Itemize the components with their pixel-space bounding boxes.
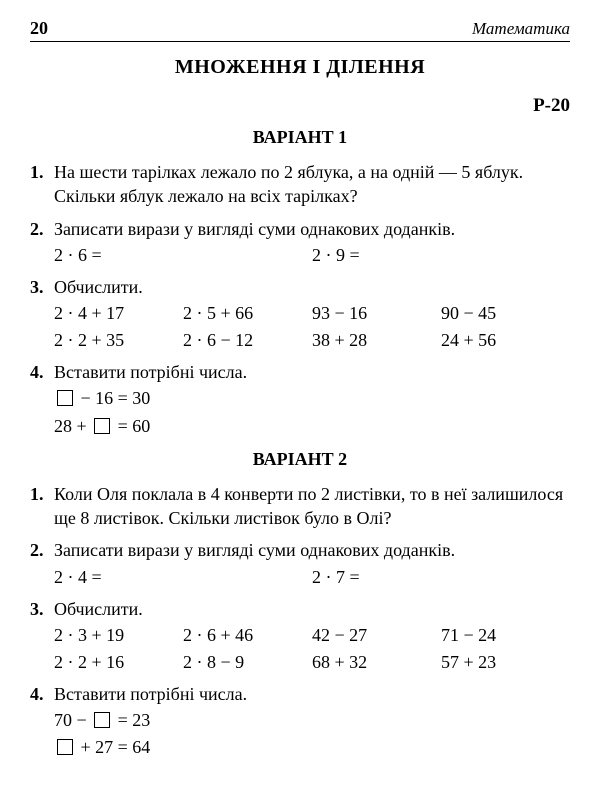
v1-problem-2: 2. Записати вирази у вигляді суми однако…: [30, 217, 570, 268]
problem-number: 1.: [30, 482, 54, 531]
problem-number: 4.: [30, 360, 54, 439]
fill-blank-line: 28 + = 60: [54, 414, 570, 439]
variant-2-title: ВАРІАНТ 2: [30, 449, 570, 470]
problem-body: Вставити потрібні числа. 70 − = 23 + 27 …: [54, 682, 570, 761]
problem-text: На шести тарілках лежало по 2 яблука, а …: [54, 160, 570, 209]
v1-problem-4: 4. Вставити потрібні числа. − 16 = 30 28…: [30, 360, 570, 439]
expression-row: 2 · 2 + 35 2 · 6 − 12 38 + 28 24 + 56: [54, 328, 570, 352]
blank-box-icon: [57, 739, 73, 755]
chapter-title: МНОЖЕННЯ І ДІЛЕННЯ: [30, 56, 570, 79]
problem-number: 4.: [30, 682, 54, 761]
expression: 90 − 45: [441, 301, 570, 325]
expression-part: 70 −: [54, 710, 91, 730]
problem-text: Обчислити.: [54, 597, 570, 621]
expression: 57 + 23: [441, 650, 570, 674]
expression: 42 − 27: [312, 623, 441, 647]
problem-number: 3.: [30, 275, 54, 352]
problem-body: Записати вирази у вигляді суми однакових…: [54, 217, 570, 268]
page-number: 20: [30, 18, 48, 39]
expression-row: 2 · 6 = 2 · 9 =: [54, 243, 570, 267]
expression-part: + 27 = 64: [76, 737, 150, 757]
v2-problem-2: 2. Записати вирази у вигляді суми однако…: [30, 538, 570, 589]
v2-problem-4: 4. Вставити потрібні числа. 70 − = 23 + …: [30, 682, 570, 761]
expression-row: 2 · 2 + 16 2 · 8 − 9 68 + 32 57 + 23: [54, 650, 570, 674]
expression: 93 − 16: [312, 301, 441, 325]
blank-box-icon: [94, 712, 110, 728]
expression-row: 2 · 3 + 19 2 · 6 + 46 42 − 27 71 − 24: [54, 623, 570, 647]
expression: 2 · 4 + 17: [54, 301, 183, 325]
fill-blank-line: + 27 = 64: [54, 735, 570, 760]
expression: 2 · 8 − 9: [183, 650, 312, 674]
expression-row: 2 · 4 + 17 2 · 5 + 66 93 − 16 90 − 45: [54, 301, 570, 325]
expression-part: − 16 = 30: [76, 388, 150, 408]
problem-body: Обчислити. 2 · 4 + 17 2 · 5 + 66 93 − 16…: [54, 275, 570, 352]
worksheet-code: Р-20: [30, 95, 570, 117]
problem-text: Коли Оля поклала в 4 конверти по 2 листі…: [54, 482, 570, 531]
expression: 2 · 7 =: [312, 565, 570, 589]
subject-label: Математика: [472, 19, 570, 39]
problem-text: Обчислити.: [54, 275, 570, 299]
blank-box-icon: [94, 418, 110, 434]
expression: 2 · 6 =: [54, 243, 312, 267]
blank-box-icon: [57, 390, 73, 406]
expression: 24 + 56: [441, 328, 570, 352]
problem-body: Обчислити. 2 · 3 + 19 2 · 6 + 46 42 − 27…: [54, 597, 570, 674]
expression: 68 + 32: [312, 650, 441, 674]
expression: 2 · 6 + 46: [183, 623, 312, 647]
problem-body: Записати вирази у вигляді суми однакових…: [54, 538, 570, 589]
variant-1-title: ВАРІАНТ 1: [30, 127, 570, 148]
expression-part: 28 +: [54, 416, 91, 436]
expression: 38 + 28: [312, 328, 441, 352]
expression: 2 · 2 + 16: [54, 650, 183, 674]
expression: 2 · 6 − 12: [183, 328, 312, 352]
fill-blank-line: − 16 = 30: [54, 386, 570, 411]
v1-problem-3: 3. Обчислити. 2 · 4 + 17 2 · 5 + 66 93 −…: [30, 275, 570, 352]
expression: 2 · 5 + 66: [183, 301, 312, 325]
page: 20 Математика МНОЖЕННЯ І ДІЛЕННЯ Р-20 ВА…: [0, 0, 600, 789]
expression: 2 · 3 + 19: [54, 623, 183, 647]
expression-part: = 23: [113, 710, 150, 730]
problem-number: 1.: [30, 160, 54, 209]
v2-problem-3: 3. Обчислити. 2 · 3 + 19 2 · 6 + 46 42 −…: [30, 597, 570, 674]
problem-text: Записати вирази у вигляді суми однакових…: [54, 538, 570, 562]
problem-number: 2.: [30, 217, 54, 268]
v2-problem-1: 1. Коли Оля поклала в 4 конверти по 2 ли…: [30, 482, 570, 531]
expression-part: = 60: [113, 416, 150, 436]
expression: 2 · 9 =: [312, 243, 570, 267]
fill-blank-line: 70 − = 23: [54, 708, 570, 733]
problem-number: 3.: [30, 597, 54, 674]
v1-problem-1: 1. На шести тарілках лежало по 2 яблука,…: [30, 160, 570, 209]
expression: 71 − 24: [441, 623, 570, 647]
problem-text: Записати вирази у вигляді суми однакових…: [54, 217, 570, 241]
expression: 2 · 4 =: [54, 565, 312, 589]
expression: 2 · 2 + 35: [54, 328, 183, 352]
problem-text: Вставити потрібні числа.: [54, 682, 570, 706]
expression-row: 2 · 4 = 2 · 7 =: [54, 565, 570, 589]
problem-body: Вставити потрібні числа. − 16 = 30 28 + …: [54, 360, 570, 439]
problem-number: 2.: [30, 538, 54, 589]
page-header: 20 Математика: [30, 18, 570, 42]
problem-text: Вставити потрібні числа.: [54, 360, 570, 384]
